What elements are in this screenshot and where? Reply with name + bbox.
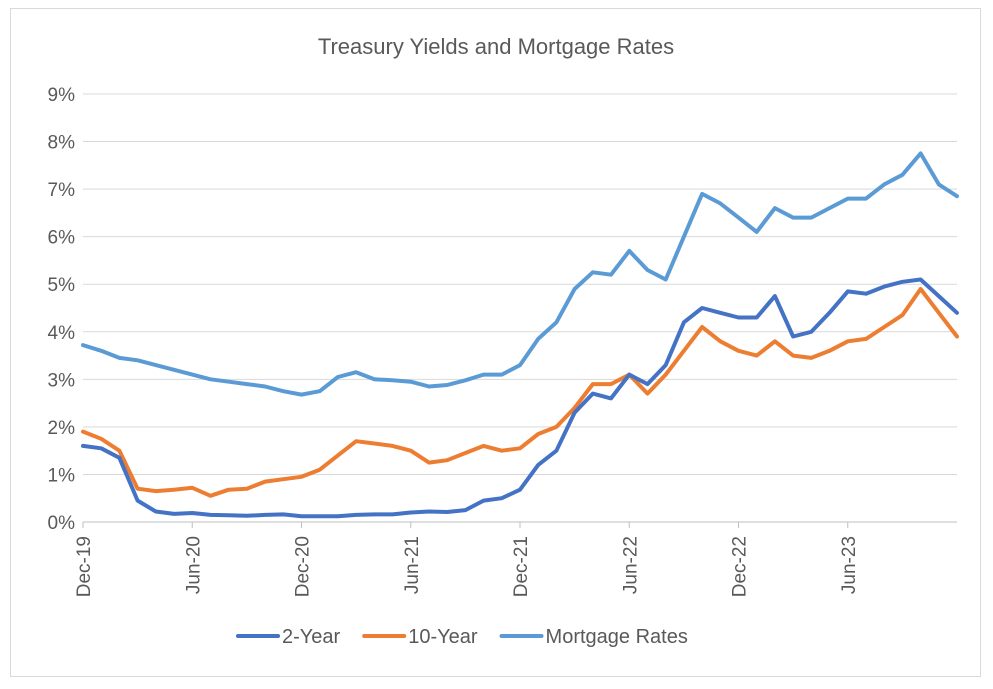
legend-label-mortgage-rates: Mortgage Rates xyxy=(546,626,688,648)
series-lines xyxy=(81,151,959,519)
legend-label-2-year: 2-Year xyxy=(282,626,341,648)
x-tick-label: Dec-20 xyxy=(293,536,314,597)
x-axis-ticks: Dec-19 Jun-20 Dec-20 Jun-21 Dec-21 Jun-22 Dec-… xyxy=(74,522,860,597)
legend-label-10-year: 10-Year xyxy=(408,626,478,648)
y-tick-label: 3% xyxy=(48,370,76,391)
x-tick-label: Dec-19 xyxy=(74,536,95,597)
chart-frame xyxy=(10,8,981,677)
series-line-2-year xyxy=(81,277,959,519)
series-line-mortgage-rates xyxy=(81,151,959,397)
chart-title: Treasury Yields and Mortgage Rates xyxy=(318,34,674,59)
y-tick-label: 4% xyxy=(48,323,76,344)
x-tick-label: Jun-20 xyxy=(183,536,204,594)
x-tick-label: Dec-21 xyxy=(511,536,532,597)
y-tick-label: 5% xyxy=(48,275,76,296)
gridlines xyxy=(83,93,957,523)
x-tick-label: Jun-23 xyxy=(839,536,860,594)
y-tick-label: 6% xyxy=(48,228,76,249)
series-line-10-year xyxy=(81,287,959,498)
x-tick-label: Dec-22 xyxy=(730,536,751,597)
y-tick-label: 7% xyxy=(48,180,76,201)
x-tick-label: Jun-21 xyxy=(402,536,423,594)
y-tick-label: 1% xyxy=(48,465,76,486)
y-axis-ticks: 0% 1% 2% 3% 4% 5% 6% 7% 8% 9% xyxy=(48,85,76,534)
y-tick-label: 8% xyxy=(48,133,76,154)
x-tick-label: Jun-22 xyxy=(620,536,641,594)
y-tick-label: 2% xyxy=(48,418,76,439)
y-tick-label: 0% xyxy=(48,513,76,534)
y-tick-label: 9% xyxy=(48,85,76,106)
legend: 2-Year 10-Year Mortgage Rates xyxy=(236,626,688,648)
